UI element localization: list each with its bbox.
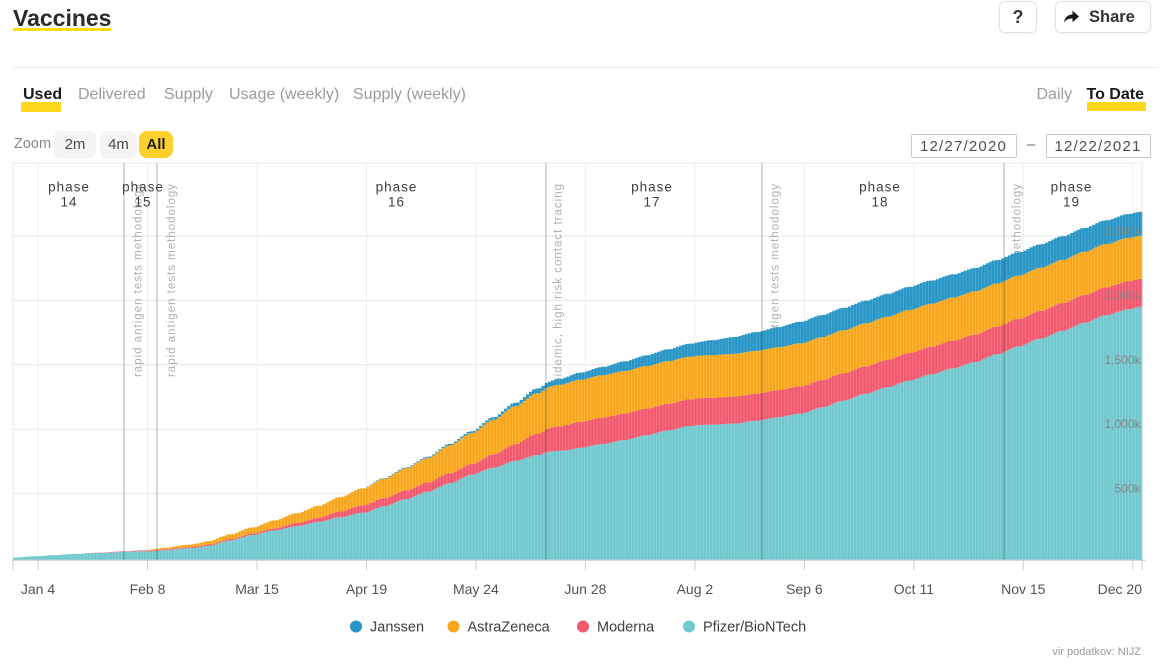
svg-text:Janssen: Janssen: [370, 620, 424, 636]
svg-text:vir podatkov: NIJZ: vir podatkov: NIJZ: [1052, 646, 1141, 658]
svg-text:phase: phase: [859, 180, 901, 195]
svg-text:18: 18: [871, 195, 888, 210]
svg-text:Pfizer/BioNTech: Pfizer/BioNTech: [703, 620, 806, 636]
svg-text:19: 19: [1063, 195, 1080, 210]
svg-text:Moderna: Moderna: [597, 620, 655, 636]
svg-text:AstraZeneca: AstraZeneca: [468, 620, 551, 636]
svg-text:15: 15: [134, 195, 151, 210]
svg-text:Jan 4: Jan 4: [21, 581, 55, 597]
svg-text:Dec 20: Dec 20: [1098, 581, 1143, 597]
svg-text:Sep 6: Sep 6: [786, 581, 823, 597]
svg-text:14: 14: [60, 195, 77, 210]
svg-text:phase: phase: [631, 180, 673, 195]
svg-text:16: 16: [388, 195, 405, 210]
svg-text:phase: phase: [376, 180, 418, 195]
svg-text:May 24: May 24: [453, 581, 499, 597]
svg-text:phase: phase: [122, 180, 164, 195]
svg-text:phase: phase: [48, 180, 90, 195]
svg-text:Apr 19: Apr 19: [346, 581, 387, 597]
svg-text:Nov 15: Nov 15: [1001, 581, 1046, 597]
svg-text:Oct 11: Oct 11: [894, 581, 934, 597]
svg-text:Aug 2: Aug 2: [677, 581, 714, 597]
svg-text:Mar 15: Mar 15: [235, 581, 279, 597]
svg-text:Feb 8: Feb 8: [130, 581, 166, 597]
svg-text:phase: phase: [1051, 180, 1093, 195]
svg-text:17: 17: [643, 195, 660, 210]
svg-text:Jun 28: Jun 28: [564, 581, 606, 597]
